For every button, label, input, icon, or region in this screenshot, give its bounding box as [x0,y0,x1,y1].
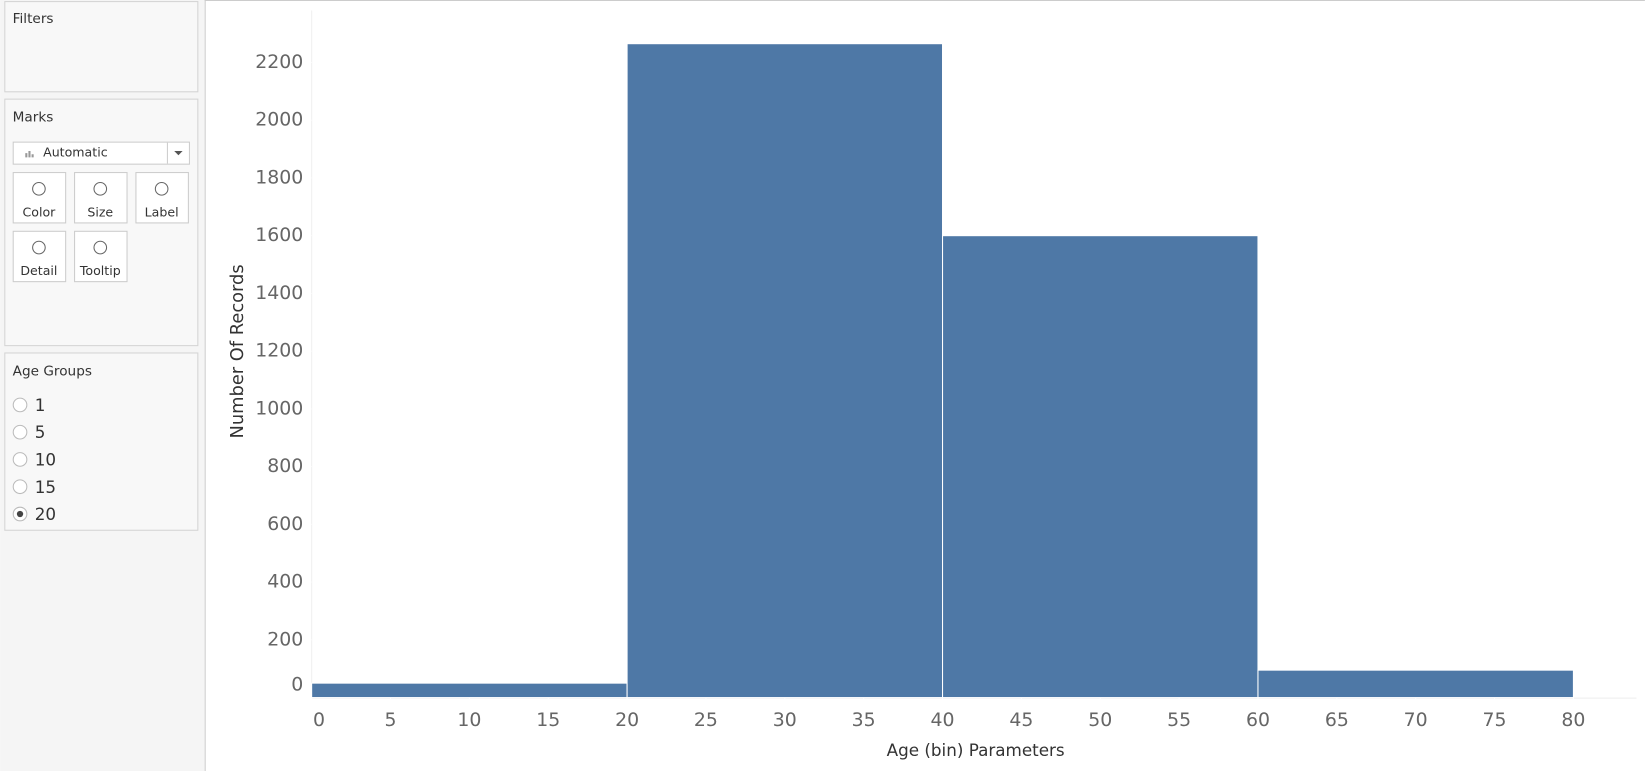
panel-title: Marks [13,109,54,125]
y-tick-label: 1600 [255,224,303,246]
parameter-panel [4,352,199,531]
radio-option[interactable]: 5 [12,422,46,442]
x-tick-label: 40 [931,709,955,731]
radio-button [12,397,28,413]
x-tick-label: 10 [457,709,481,731]
radio-button [12,424,28,440]
y-tick-label: 2000 [255,109,303,131]
button-frame [74,230,128,283]
button-frame [135,172,189,224]
button-frame [12,172,67,224]
x-tick-label: 0 [313,709,325,731]
radio-label: 5 [35,422,46,442]
y-tick-label: 1000 [255,397,303,419]
y-axis-title: Number Of Records [227,264,248,438]
button-frame [12,230,67,283]
mark-button[interactable]: Color [12,172,67,224]
bar [626,43,944,699]
x-tick-label: 75 [1483,709,1507,731]
button-label: Size [87,204,113,219]
x-tick-label: 5 [384,709,396,731]
x-tick-label: 45 [1009,709,1033,731]
button-icon [93,181,108,196]
bar [311,682,628,699]
radio-option[interactable]: 10 [12,450,56,470]
mark-button[interactable]: Tooltip [74,230,128,283]
button-label: Color [22,204,56,219]
radio-button [12,479,28,495]
bar-icon [25,151,34,158]
x-tick-label: 30 [773,709,797,731]
y-tick-label: 0 [291,673,303,695]
x-axis-title: Age (bin) Parameters [887,740,1065,760]
x-tick-label: 80 [1561,709,1585,731]
button-icon [93,240,108,255]
filters-panel [4,1,199,93]
x-tick-label: 20 [615,709,639,731]
radio-label: 1 [35,395,46,415]
x-tick-label: 60 [1246,709,1270,731]
dropdown-arrow [174,151,183,156]
x-tick-label: 50 [1088,709,1112,731]
y-tick-label: 1400 [255,282,303,304]
button-icon [154,181,169,196]
button-label: Tooltip [79,263,121,278]
radio-dot [16,510,24,518]
x-tick-label: 25 [694,709,718,731]
y-tick-label: 1800 [255,166,303,188]
radio-option[interactable]: 1 [12,395,46,415]
radio-button [12,452,28,467]
mark-type: Automatic [43,145,108,160]
button-label: Detail [20,263,57,278]
bar [1257,669,1574,699]
mark-button[interactable]: Label [135,172,189,224]
button-icon [32,240,46,255]
x-tick-label: 35 [852,709,876,731]
x-tick-label: 65 [1325,709,1349,731]
y-tick-label: 400 [267,571,303,593]
bar [942,235,1259,699]
radio-label: 15 [35,477,56,497]
mark-button[interactable]: Size [74,172,128,224]
panel-title: Age Groups [13,363,92,379]
x-tick-label: 70 [1404,709,1428,731]
button-frame [74,172,128,224]
radio-option[interactable]: 20 [12,504,56,524]
mark-button[interactable]: Detail [12,230,67,283]
radio-option[interactable]: 15 [12,477,56,497]
radio-label: 10 [35,450,56,470]
x-tick-label: 15 [536,709,560,731]
y-tick-label: 1200 [255,340,303,362]
panel-title: Filters [13,11,54,27]
y-tick-label: 2200 [255,51,303,73]
y-tick-label: 200 [267,628,303,650]
button-icon [32,181,46,196]
mark-type-dropdown[interactable] [12,141,190,165]
x-tick-label: 55 [1167,709,1191,731]
button-label: Label [145,204,179,219]
y-tick-label: 600 [267,513,303,535]
y-tick-label: 800 [267,455,303,477]
radio-label: 20 [35,504,56,524]
